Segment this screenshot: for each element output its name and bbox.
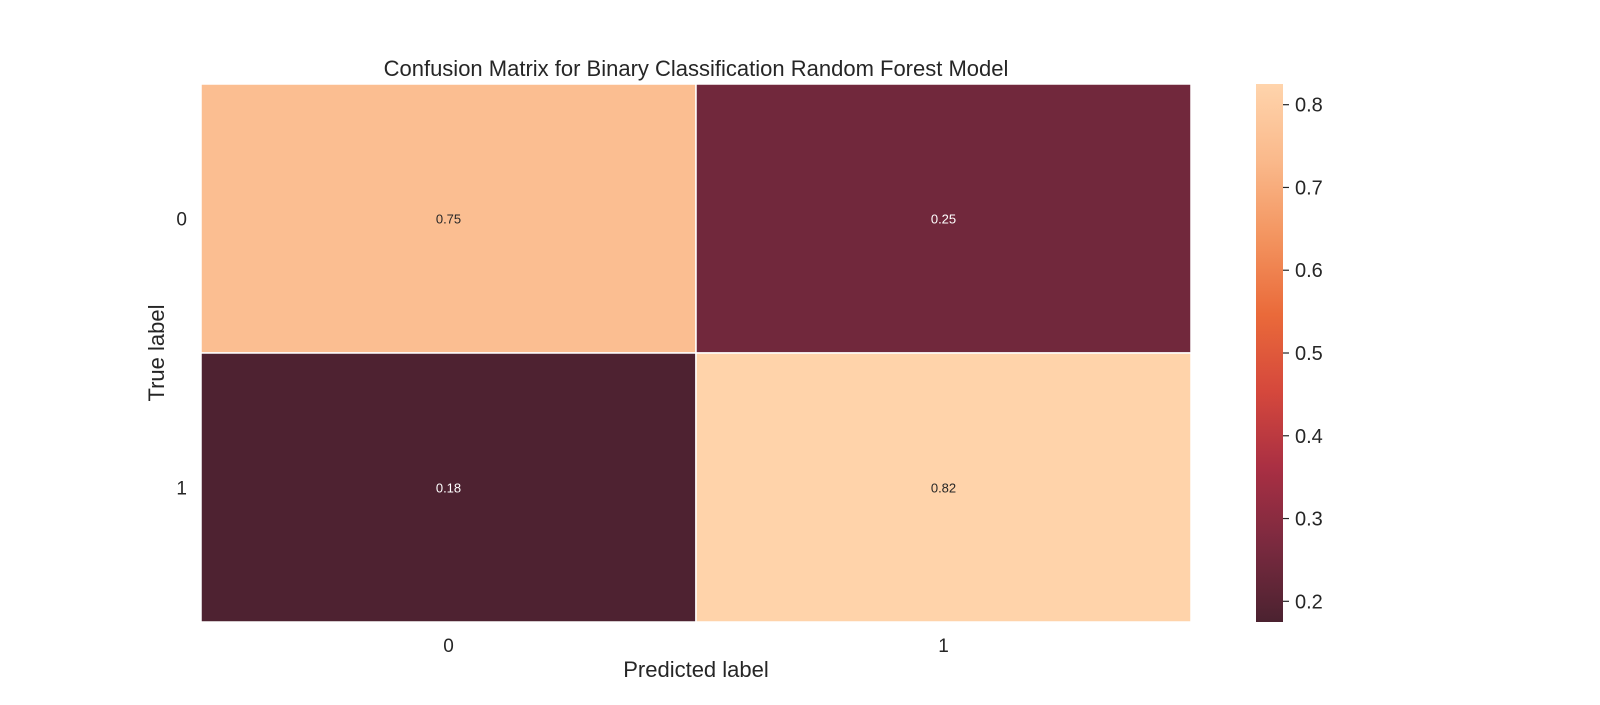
colorbar-tick-label-5: 0.7: [1295, 177, 1323, 199]
colorbar-tick-label-0: 0.2: [1295, 591, 1323, 613]
chart-title: Confusion Matrix for Binary Classificati…: [384, 56, 1009, 81]
cell-value-label-r1-c1: 0.82: [931, 481, 956, 496]
colorbar-tick-label-6: 0.8: [1295, 95, 1323, 117]
x-tick-label-0: 0: [443, 636, 454, 657]
colorbar: [1256, 84, 1283, 622]
heatmap-cell-r1-c0: [200, 352, 697, 623]
cell-value-label-r0-c0: 0.75: [436, 212, 461, 227]
cell-value-label-r1-c0: 0.18: [436, 481, 461, 496]
heatmap-cell-r1-c1: [695, 352, 1192, 623]
colorbar-tick-label-1: 0.3: [1295, 509, 1323, 531]
heatmap-cells: [200, 83, 1192, 623]
colorbar-tick-label-2: 0.4: [1295, 426, 1323, 448]
y-tick-label-1: 1: [176, 479, 187, 500]
y-axis-ticks: 01: [176, 210, 187, 500]
y-axis-label: True label: [144, 304, 169, 401]
colorbar-tick-label-3: 0.5: [1295, 343, 1323, 365]
colorbar-tick-label-4: 0.6: [1295, 260, 1323, 282]
y-tick-label-0: 0: [176, 210, 187, 231]
cell-value-label-r0-c1: 0.25: [931, 212, 956, 227]
heatmap-cell-r0-c0: [200, 83, 697, 354]
heatmap-cell-labels: 0.75 0.25 0.18 0.82: [436, 212, 956, 496]
x-axis-label: Predicted label: [623, 657, 769, 682]
x-tick-label-1: 1: [938, 636, 949, 657]
colorbar-ticks: 0.2 0.3 0.4 0.5 0.6 0.7 0.8: [1283, 95, 1323, 613]
heatmap-cell-r0-c1: [695, 83, 1192, 354]
